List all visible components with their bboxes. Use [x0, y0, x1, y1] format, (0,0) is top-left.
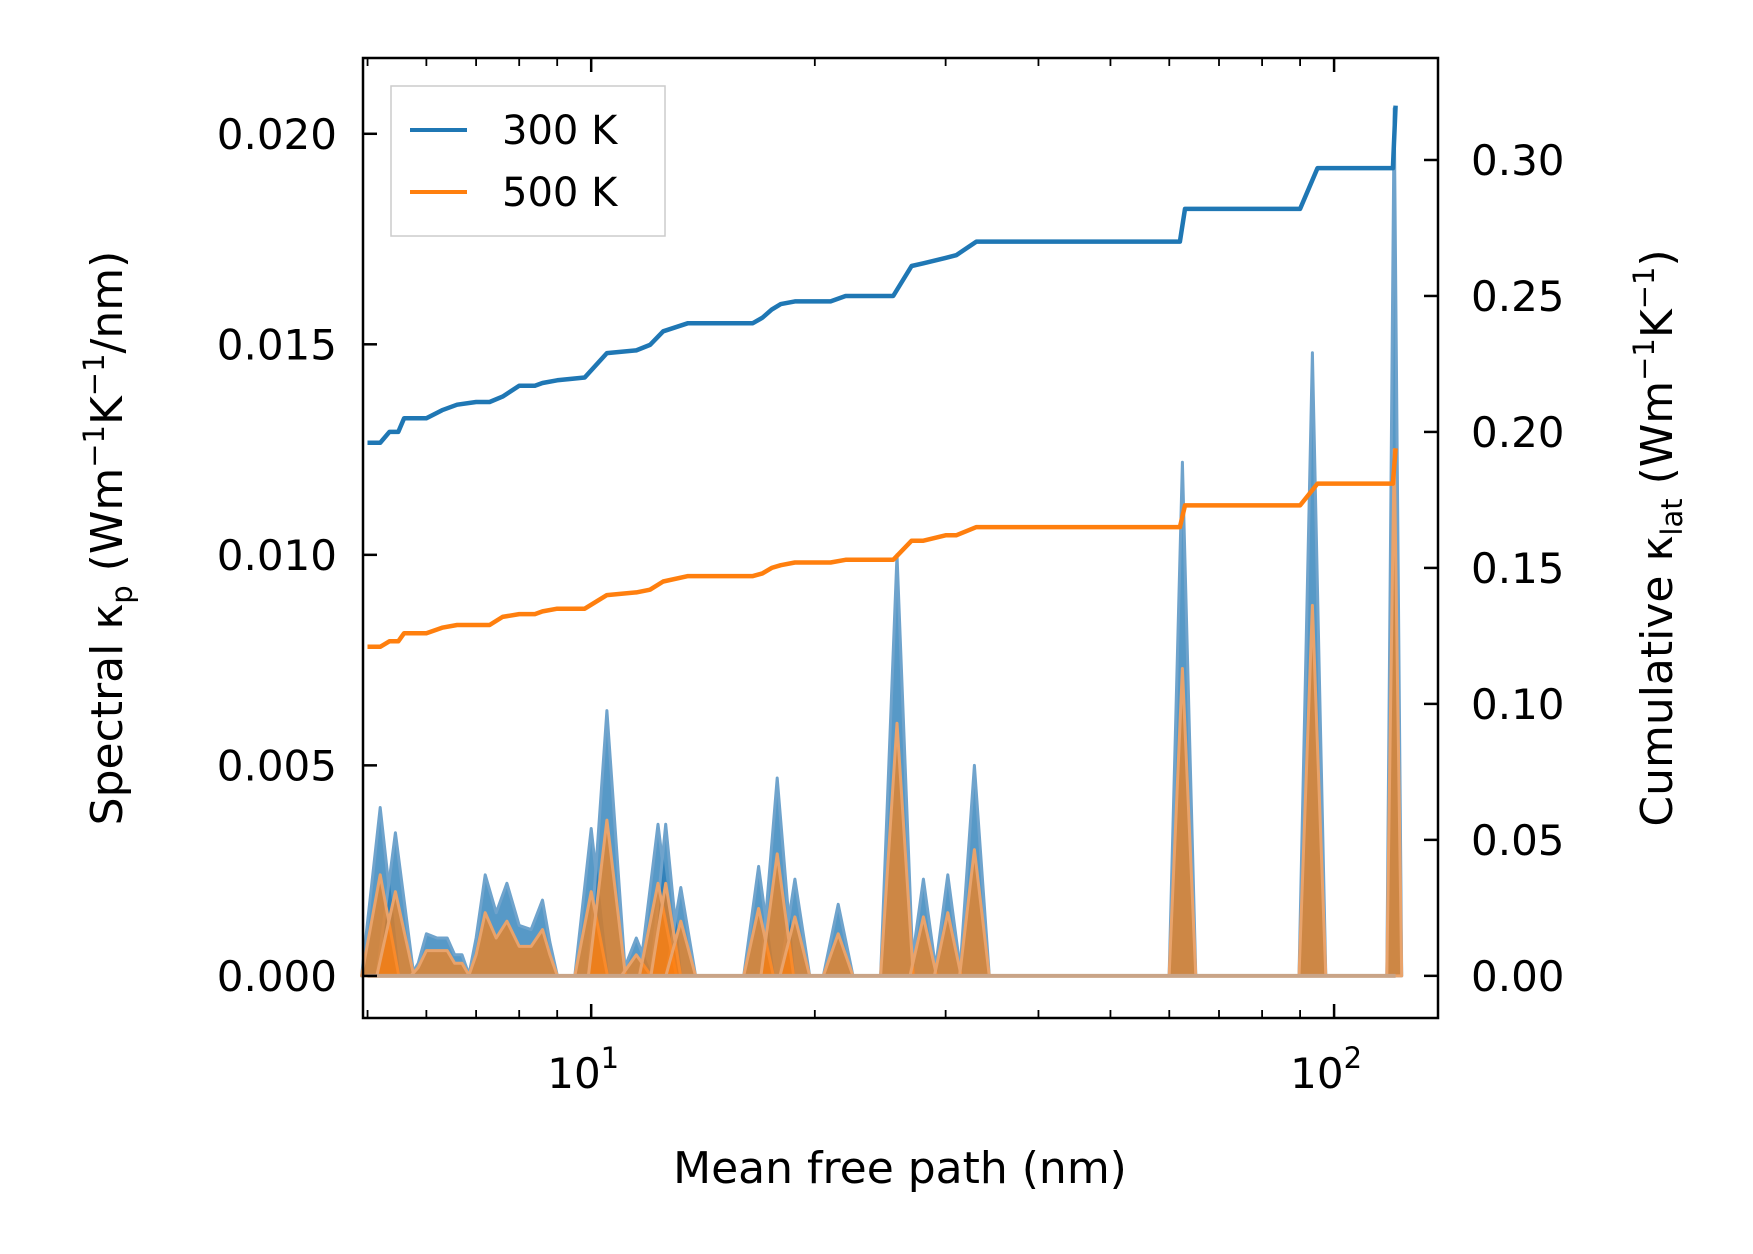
right-y-axis: 0.00 0.05 0.10 0.15 0.20 0.25 0.30	[1424, 136, 1565, 1001]
left-y-tick-label-1: 0.005	[217, 741, 337, 790]
right-y-label-mid: K	[1632, 308, 1683, 338]
left-y-label-sup1: −1	[77, 425, 111, 468]
legend: 300 K 500 K	[390, 85, 666, 237]
left-y-label-unit-open: (Wm	[82, 468, 133, 586]
right-y-tick-label-4: 0.20	[1471, 408, 1565, 457]
legend-frame	[390, 85, 666, 237]
right-y-tick-label-2: 0.10	[1471, 680, 1565, 729]
right-y-tick-label-5: 0.25	[1471, 272, 1565, 321]
right-y-tick-label-1: 0.05	[1471, 816, 1565, 865]
right-y-axis-label: Cumulative κlat (Wm−1K−1)	[1627, 249, 1689, 826]
left-y-label-main: Spectral κ	[82, 604, 133, 826]
left-y-label-sub: p	[105, 585, 139, 603]
cumulative-line-300k	[367, 105, 1398, 446]
right-y-label-sup1: −1	[1627, 338, 1661, 381]
plot-area	[360, 105, 1404, 978]
x-tick-label-100: 102	[1290, 1041, 1362, 1098]
right-y-label-main: Cumulative κ	[1632, 536, 1683, 827]
cumulative-series-layer	[367, 105, 1398, 650]
left-y-tick-label-0: 0.000	[217, 952, 337, 1001]
right-y-tick-label-0: 0.00	[1471, 952, 1565, 1001]
spectral-cluster-0	[409, 949, 471, 978]
left-y-axis: 0.000 0.005 0.010 0.015 0.020	[217, 110, 377, 1001]
left-y-tick-label-3: 0.015	[217, 320, 337, 369]
right-y-tick-label-6: 0.30	[1471, 136, 1565, 185]
x-axis: 101 102	[366, 58, 1362, 1098]
plot-frame	[361, 56, 1440, 1020]
left-y-tick-label-4: 0.020	[217, 110, 337, 159]
right-y-label-sub: lat	[1655, 498, 1689, 535]
left-y-label-mid: K	[82, 395, 133, 425]
x-axis-label: Mean free path (nm)	[673, 1143, 1127, 1194]
x-tick-label-10: 101	[547, 1041, 619, 1098]
right-y-label-unit-open: (Wm	[1632, 381, 1683, 499]
right-y-tick-label-3: 0.15	[1471, 544, 1565, 593]
spectral-series-layer	[360, 107, 1404, 978]
legend-label-300k: 300 K	[502, 108, 619, 154]
spectral-cluster-1	[467, 911, 559, 978]
left-y-tick-label-2: 0.010	[217, 531, 337, 580]
left-y-axis-label: Spectral κp (Wm−1K−1/nm)	[77, 251, 139, 826]
left-y-label-sup2: −1	[77, 353, 111, 396]
legend-label-500k: 500 K	[502, 170, 619, 216]
left-y-label-close: /nm)	[82, 251, 133, 354]
cumulative-line-500k	[367, 448, 1398, 650]
right-y-label-close: )	[1632, 249, 1683, 266]
right-y-label-sup2: −1	[1627, 267, 1661, 310]
